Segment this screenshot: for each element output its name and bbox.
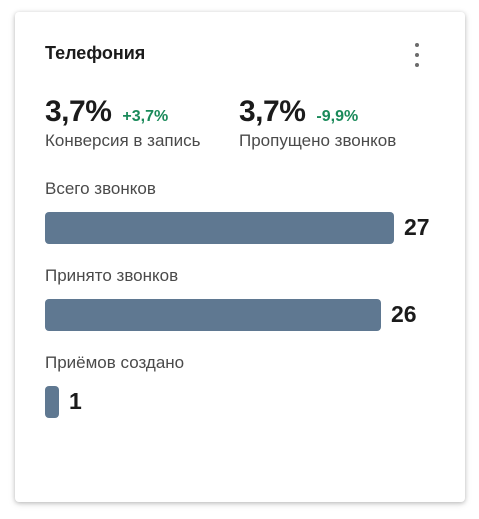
more-vertical-icon [415, 43, 419, 47]
metric-missed-calls: 3,7% -9,9% Пропущено звонков [239, 95, 396, 151]
bar-label: Приёмов создано [45, 353, 185, 372]
bar-appointments-created: Приёмов создано 1 [45, 353, 445, 418]
bar-label: Всего звонков [45, 179, 156, 198]
card-title: Телефония [45, 43, 146, 63]
bar-fill [45, 299, 381, 331]
metric-value: 3,7% [45, 95, 112, 128]
bar-value: 1 [69, 388, 82, 414]
bar-value: 27 [404, 214, 430, 240]
bar-fill [45, 386, 59, 418]
bar-accepted-calls: Принято звонков 26 [45, 266, 445, 331]
metric-value: 3,7% [239, 95, 306, 128]
metric-conversion: 3,7% +3,7% Конверсия в запись [45, 95, 200, 151]
more-options-button[interactable] [405, 40, 429, 70]
bar-value: 26 [391, 301, 417, 327]
bar-total-calls: Всего звонков 27 [45, 179, 445, 244]
metric-delta: -9,9% [316, 108, 359, 125]
metric-delta: +3,7% [122, 108, 169, 125]
metric-label: Пропущено звонков [239, 131, 397, 150]
more-vertical-icon-dot [415, 63, 419, 67]
more-vertical-icon-dot [415, 53, 419, 57]
metric-label: Конверсия в запись [45, 131, 201, 150]
telephony-card: Телефония 3,7% +3,7% Конверсия в запись … [15, 12, 465, 502]
bar-label: Принято звонков [45, 266, 179, 285]
bar-fill [45, 212, 394, 244]
